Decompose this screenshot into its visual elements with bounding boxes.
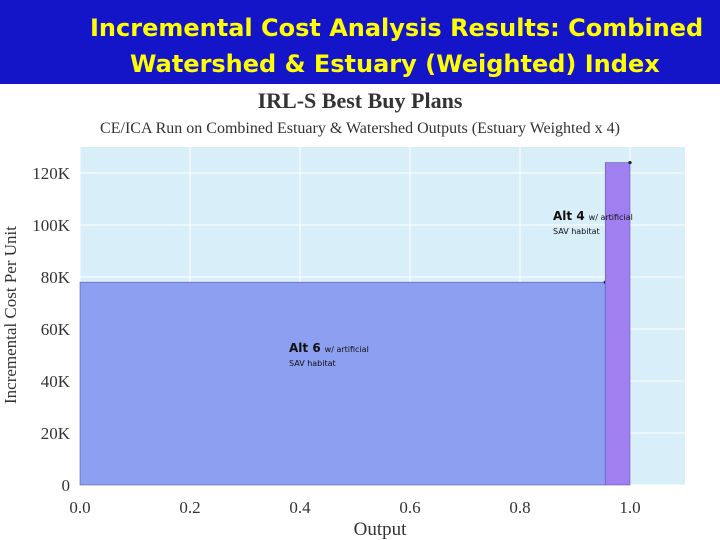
x-tick-label: 0.6 (399, 498, 420, 517)
annotation-detail: SAV habitat (289, 359, 336, 368)
x-tick-label: 0.4 (289, 498, 311, 517)
annotation-note: w/ artificial (325, 345, 369, 354)
x-tick-label: 1.0 (619, 498, 640, 517)
chart-subtitle: CE/ICA Run on Combined Estuary & Watersh… (100, 120, 620, 137)
y-tick-label: 0 (62, 476, 71, 495)
bar (79, 281, 606, 486)
x-tick-label: 0.2 (179, 498, 200, 517)
y-tick-label: 20K (41, 424, 71, 443)
x-tick-label: 0.8 (509, 498, 530, 517)
y-tick-label: 60K (41, 320, 71, 339)
chart-title: IRL-S Best Buy Plans (258, 88, 463, 113)
annotation-name: Alt 4 (553, 209, 585, 223)
annotation-note: w/ artificial (589, 213, 633, 222)
y-tick-label: 40K (41, 372, 71, 391)
y-tick-label: 120K (32, 164, 71, 183)
y-tick-label: 100K (32, 216, 71, 235)
annotation: Alt 6 w/ artificial (289, 341, 369, 355)
header-title-line: Incremental Cost Analysis Results: Combi… (90, 14, 703, 42)
y-tick-label: 80K (41, 268, 71, 287)
point (628, 161, 632, 165)
x-tick-label: 0.0 (69, 498, 90, 517)
bar (604, 162, 631, 486)
header-title-line: Watershed & Estuary (Weighted) Index (130, 50, 660, 78)
annotation: Alt 4 w/ artificial (553, 209, 633, 223)
annotation-name: Alt 6 (289, 341, 321, 355)
x-axis-label: Output (354, 519, 408, 540)
y-axis-label: Incremental Cost Per Unit (1, 226, 20, 404)
annotation-detail: SAV habitat (553, 227, 600, 236)
header-band (0, 0, 720, 84)
